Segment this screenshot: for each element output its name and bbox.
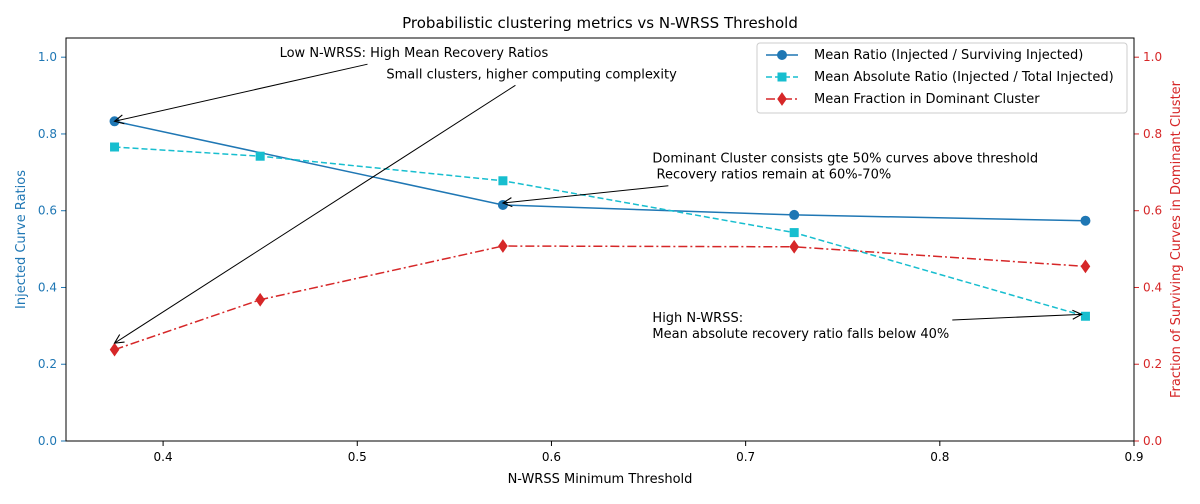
left-y-axis-ticks: 0.0 0.2 0.4 0.6 0.8 1.0 (38, 50, 66, 448)
x-tick-label: 0.5 (348, 450, 367, 464)
x-tick-label: 0.7 (736, 450, 755, 464)
annotation-text-1: Low N-WRSS: High Mean Recovery Ratios (280, 46, 549, 61)
x-tick-label: 0.4 (154, 450, 173, 464)
series-line-3 (114, 245, 1086, 351)
right-y-tick-label: 0.8 (1143, 127, 1162, 141)
right-y-tick-label: 0.2 (1143, 357, 1162, 371)
chart-title: Probabilistic clustering metrics vs N-WR… (402, 14, 798, 32)
annotation-text-2: Small clusters, higher computing complex… (386, 67, 677, 82)
legend-label-3: Mean Fraction in Dominant Cluster (814, 92, 1040, 107)
right-y-axis-label: Fraction of Surviving Curves in Dominant… (1169, 80, 1184, 398)
annotation-layer: Low N-WRSS: High Mean Recovery Ratios Sma… (113, 46, 1083, 344)
series-2-point (498, 176, 508, 186)
annotation-arrow-3 (501, 185, 669, 208)
left-y-tick-label: 0.2 (38, 357, 57, 371)
right-y-tick-label: 0.0 (1143, 434, 1162, 448)
series-2-point (110, 142, 120, 152)
annotation-text-3: Dominant Cluster consists gte 50% curves… (652, 152, 1038, 183)
left-y-tick-label: 0.6 (38, 204, 57, 218)
legend-label-1: Mean Ratio (Injected / Surviving Injecte… (814, 48, 1083, 63)
series-3-point (498, 239, 508, 253)
legend-swatch-marker-2 (777, 72, 787, 82)
right-y-tick-label: 1.0 (1143, 50, 1162, 64)
left-y-tick-label: 0.8 (38, 127, 57, 141)
x-tick-label: 0.6 (542, 450, 561, 464)
legend-label-2: Mean Absolute Ratio (Injected / Total In… (814, 70, 1114, 85)
legend-swatch-marker-1 (777, 50, 787, 60)
plot-frame (65, 37, 1135, 442)
series-1-point (497, 199, 508, 210)
left-y-tick-label: 0.4 (38, 280, 57, 294)
series-3-point (255, 292, 265, 307)
legend: Mean Ratio (Injected / Surviving Injecte… (756, 42, 1128, 114)
annotation-arrow-4 (952, 309, 1083, 321)
x-axis-ticks: 0.4 0.5 0.6 0.7 0.8 0.9 (154, 441, 1144, 464)
legend-swatch-marker-3 (777, 92, 787, 106)
series-line-1 (114, 120, 1086, 222)
x-axis-label: N-WRSS Minimum Threshold (508, 472, 693, 487)
annotation-arrow-2 (113, 84, 516, 344)
series-3-point (109, 342, 120, 357)
annotation-text-4: High N-WRSS: Mean absolute recovery ratio… (652, 311, 949, 342)
series-1-point (1080, 215, 1091, 226)
series-layer (109, 116, 1091, 357)
series-3-point (789, 239, 799, 254)
series-1-point (789, 209, 800, 220)
series-2-point (789, 228, 799, 238)
series-3-point (1080, 259, 1091, 274)
left-y-tick-label: 0.0 (38, 434, 57, 448)
left-y-tick-label: 1.0 (38, 50, 57, 64)
right-y-axis-ticks: 0.0 0.2 0.4 0.6 0.8 1.0 (1134, 50, 1162, 448)
x-tick-label: 0.9 (1124, 450, 1143, 464)
left-y-axis-label: Injected Curve Ratios (14, 170, 29, 309)
annotation-arrow-1 (113, 63, 368, 125)
series-2-point (1080, 311, 1090, 321)
x-tick-label: 0.8 (930, 450, 949, 464)
right-y-tick-label: 0.4 (1143, 280, 1162, 294)
series-2-point (255, 151, 265, 161)
right-y-tick-label: 0.6 (1143, 204, 1162, 218)
legend-box (756, 42, 1128, 114)
